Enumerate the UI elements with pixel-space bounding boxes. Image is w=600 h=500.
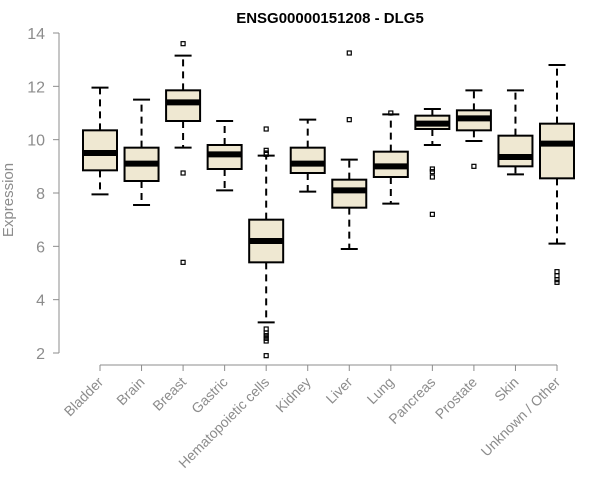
outlier-point	[263, 333, 269, 339]
outlier-point	[429, 211, 435, 217]
box-prostate	[455, 89, 492, 169]
box-hematopoietic-cells	[248, 126, 285, 359]
y-tick-label: 2	[36, 346, 45, 363]
box-lung	[372, 110, 409, 205]
x-tick-label: Kidney	[272, 374, 314, 416]
outlier-point	[180, 41, 186, 47]
y-tick-label: 4	[36, 293, 45, 310]
outlier-point	[263, 338, 269, 344]
outlier-point	[554, 273, 560, 279]
iqr-box	[539, 122, 575, 180]
outlier-point	[263, 150, 269, 156]
x-tick-label: Lung	[364, 374, 397, 407]
outlier-point	[554, 277, 560, 283]
outlier-point	[429, 169, 435, 175]
box-bladder	[82, 86, 118, 196]
outlier-point	[263, 126, 269, 132]
box-breast	[165, 41, 202, 265]
y-axis: 2 4 6 8 10 12 14	[27, 26, 60, 363]
x-tick-label: Bladder	[61, 374, 107, 420]
outlier-point	[346, 117, 352, 123]
iqr-box	[497, 134, 534, 168]
x-tick-label: Prostate	[432, 374, 480, 422]
outlier-point	[429, 174, 435, 180]
iqr-box	[289, 146, 326, 175]
x-tick-label: Skin	[491, 374, 522, 405]
chart-title: ENSG00000151208 - DLG5	[236, 10, 424, 27]
box-brain	[123, 98, 160, 206]
outlier-point	[346, 50, 352, 56]
outlier-point	[263, 147, 269, 153]
outlier-point	[263, 151, 269, 157]
box-unknown-other	[539, 64, 575, 285]
iqr-box	[331, 178, 368, 209]
y-tick-label: 14	[27, 26, 45, 43]
x-tick-label: Breast	[149, 374, 189, 414]
outlier-point	[263, 330, 269, 336]
box-kidney	[289, 118, 326, 193]
box-gastric	[206, 120, 243, 192]
outlier-point	[180, 259, 186, 265]
y-tick-label: 10	[27, 133, 45, 150]
outlier-point	[554, 279, 560, 285]
y-axis-label: Expression	[0, 163, 17, 237]
iqr-box	[165, 89, 202, 123]
outlier-point	[180, 170, 186, 176]
box-liver	[331, 50, 368, 250]
box-skin	[497, 89, 534, 176]
x-tick-label: Brain	[113, 374, 147, 408]
y-tick-label: 12	[27, 79, 45, 96]
outlier-point	[263, 353, 269, 359]
x-tick-label: Unknown / Other	[478, 374, 564, 460]
outlier-point	[554, 269, 560, 275]
box-pancreas	[414, 108, 451, 217]
outlier-point	[471, 163, 477, 169]
boxes-layer	[82, 41, 575, 359]
y-tick-label: 8	[36, 186, 45, 203]
outlier-point	[263, 335, 269, 341]
x-tick-label: Liver	[323, 374, 356, 407]
y-tick-label: 6	[36, 239, 45, 256]
outlier-point	[429, 166, 435, 172]
outlier-point	[388, 110, 394, 116]
outlier-point	[263, 326, 269, 332]
